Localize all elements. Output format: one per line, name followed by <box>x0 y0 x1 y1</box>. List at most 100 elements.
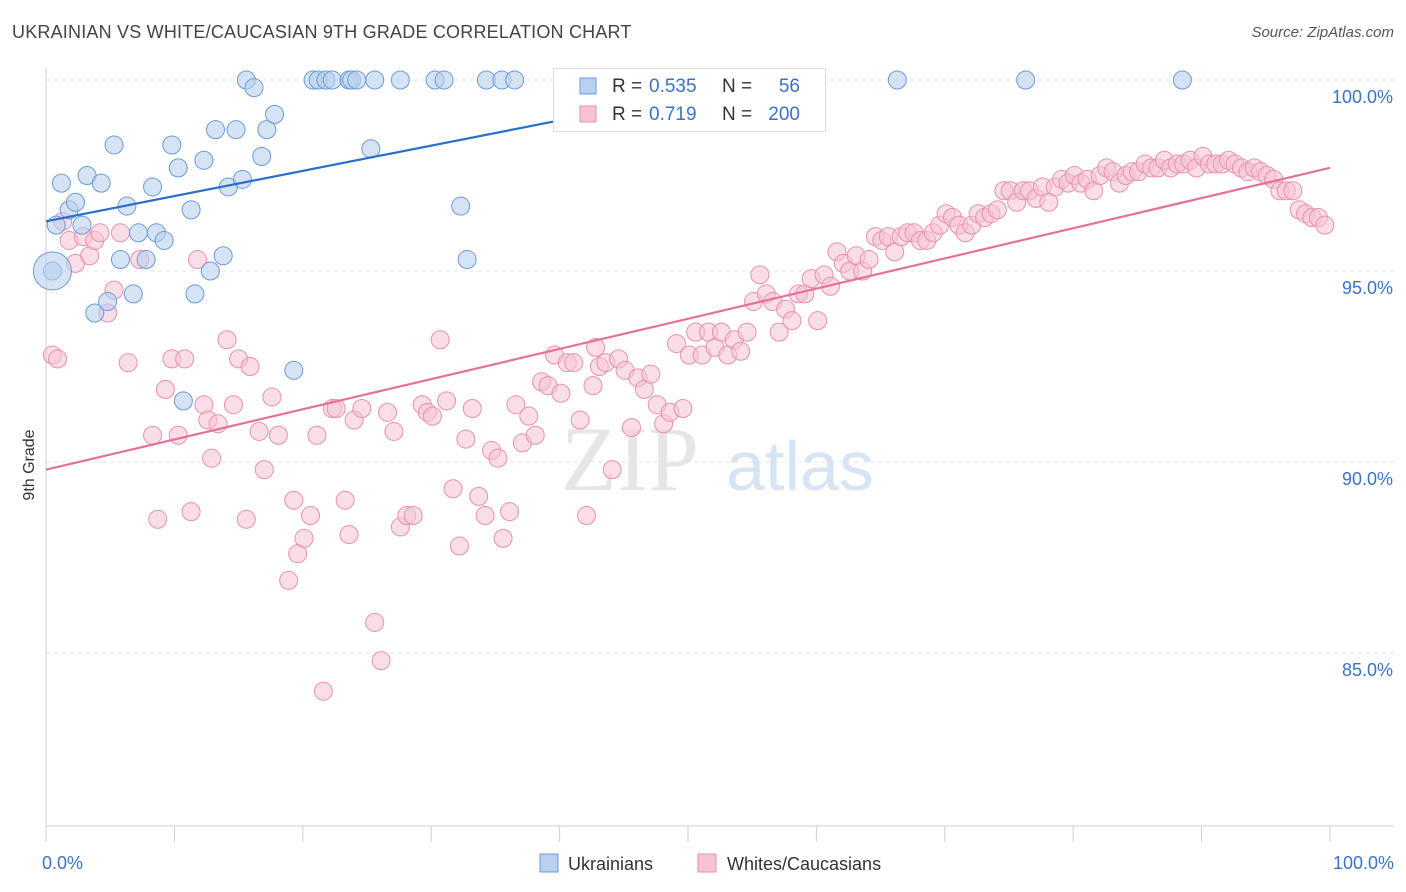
whites-swatch <box>579 105 597 123</box>
whites-caucasians-point <box>475 505 495 525</box>
ukrainians-point <box>104 135 124 155</box>
whites-caucasians-point <box>731 341 751 361</box>
whites-caucasians-point <box>782 311 802 331</box>
y-tick-label: 90.0% <box>1342 469 1393 489</box>
ukrainians-point <box>322 70 342 90</box>
ukrainians-point <box>226 120 246 140</box>
whites-caucasians-point <box>737 322 757 342</box>
watermark-atlas: atlas <box>726 427 874 505</box>
whites-caucasians-point <box>469 486 489 506</box>
ukrainians-point <box>200 261 220 281</box>
ukrainians-point <box>205 120 225 140</box>
ukrainians-point <box>194 150 214 170</box>
whites-caucasians-point <box>586 337 606 357</box>
whites-caucasians-point <box>859 250 879 270</box>
whites-caucasians-point <box>181 502 201 522</box>
ukrainians-point <box>136 250 156 270</box>
whites-caucasians-point <box>577 505 597 525</box>
whites-caucasians-point <box>1315 215 1335 235</box>
series-legend-svg: Ukrainians Whites/Caucasians <box>539 853 881 874</box>
whites-caucasians-point <box>443 479 463 499</box>
whites-caucasians-point <box>284 490 304 510</box>
legend-whites-swatch <box>697 853 717 873</box>
legend-r-label: R = <box>612 104 642 125</box>
whites-caucasians-point <box>500 502 520 522</box>
y-axis-title: 9th Grade <box>21 429 38 500</box>
whites-caucasians-point <box>118 353 138 373</box>
whites-caucasians-point <box>437 391 457 411</box>
whites-caucasians-point <box>90 223 110 243</box>
whites-caucasians-point <box>175 349 195 369</box>
legend-n-value: 56 <box>779 76 800 97</box>
whites-caucasians-point <box>641 364 661 384</box>
ukrainians-point <box>244 78 264 98</box>
whites-caucasians-point <box>202 448 222 468</box>
whites-caucasians-point <box>339 525 359 545</box>
whites-caucasians-point <box>352 399 372 419</box>
legend-n-label: N = <box>722 76 752 97</box>
ukrainians-point <box>128 223 148 243</box>
whites-caucasians-point <box>519 406 539 426</box>
legend-r-value: 0.719 <box>649 104 697 125</box>
ukrainians-point <box>361 139 381 159</box>
ukrainians-point <box>168 158 188 178</box>
gridlines <box>46 79 1394 654</box>
whites-caucasians-point <box>673 399 693 419</box>
legend-r-value: 0.535 <box>649 76 697 97</box>
ukrainians-point <box>252 146 272 166</box>
whites-caucasians-point <box>279 570 299 590</box>
whites-caucasians-point <box>493 528 513 548</box>
whites-caucasians-point <box>403 505 423 525</box>
whites-caucasians-point <box>301 505 321 525</box>
whites-caucasians-point <box>622 418 642 438</box>
ukrainians-point <box>185 284 205 304</box>
y-tick-label: 100.0% <box>1332 87 1393 107</box>
ukrainians-point <box>887 70 907 90</box>
whites-caucasians-point <box>506 395 526 415</box>
source-label: Source: ZipAtlas.com <box>1251 24 1394 41</box>
whites-caucasians-point <box>335 490 355 510</box>
whites-caucasians-point <box>143 425 163 445</box>
whites-caucasians-point <box>313 681 333 701</box>
ukrainians-point <box>347 70 367 90</box>
whites-caucasians-point <box>371 651 391 671</box>
whites-caucasians-point <box>365 612 385 632</box>
whites-caucasians-point <box>488 448 508 468</box>
ukrainians-point <box>85 303 105 323</box>
whites-caucasians-point <box>583 376 603 396</box>
y-tick-label: 95.0% <box>1342 278 1393 298</box>
whites-caucasians-points <box>42 146 1335 701</box>
ukrainians-point <box>213 246 233 266</box>
x-tick-label: 0.0% <box>42 853 83 873</box>
whites-caucasians-point <box>564 353 584 373</box>
ukrainians-point <box>91 173 111 193</box>
whites-caucasians-point <box>384 421 404 441</box>
ukrainians-point <box>505 70 525 90</box>
whites-caucasians-point <box>262 387 282 407</box>
whites-caucasians-point <box>525 425 545 445</box>
legend-ukrainians-swatch <box>539 853 559 873</box>
ukrainians-point <box>181 200 201 220</box>
axes <box>45 68 1394 842</box>
tick-labels: 85.0% 90.0% 95.0% 100.0% 0.0% 100.0% <box>42 87 1394 873</box>
ukrainians-point <box>98 292 118 312</box>
whites-caucasians-point <box>456 429 476 449</box>
whites-caucasians-point <box>602 460 622 480</box>
whites-caucasians-point <box>422 406 442 426</box>
whites-caucasians-point <box>326 399 346 419</box>
ukrainians-point <box>110 250 130 270</box>
whites-caucasians-point <box>236 509 256 529</box>
whites-caucasians-point <box>808 311 828 331</box>
whites-caucasians-point <box>378 402 398 422</box>
whites-caucasians-point <box>666 334 686 354</box>
whites-caucasians-point <box>48 349 68 369</box>
whites-caucasians-point <box>249 421 269 441</box>
legend-n-label: N = <box>722 104 752 125</box>
chart-title: UKRAINIAN VS WHITE/CAUCASIAN 9TH GRADE C… <box>12 22 632 42</box>
whites-caucasians-point <box>268 425 288 445</box>
ukrainians-point <box>257 120 277 140</box>
whites-caucasians-point <box>254 460 274 480</box>
whites-caucasians-point <box>570 410 590 430</box>
ukrainians-point <box>265 104 285 124</box>
whites-caucasians-point <box>430 330 450 350</box>
